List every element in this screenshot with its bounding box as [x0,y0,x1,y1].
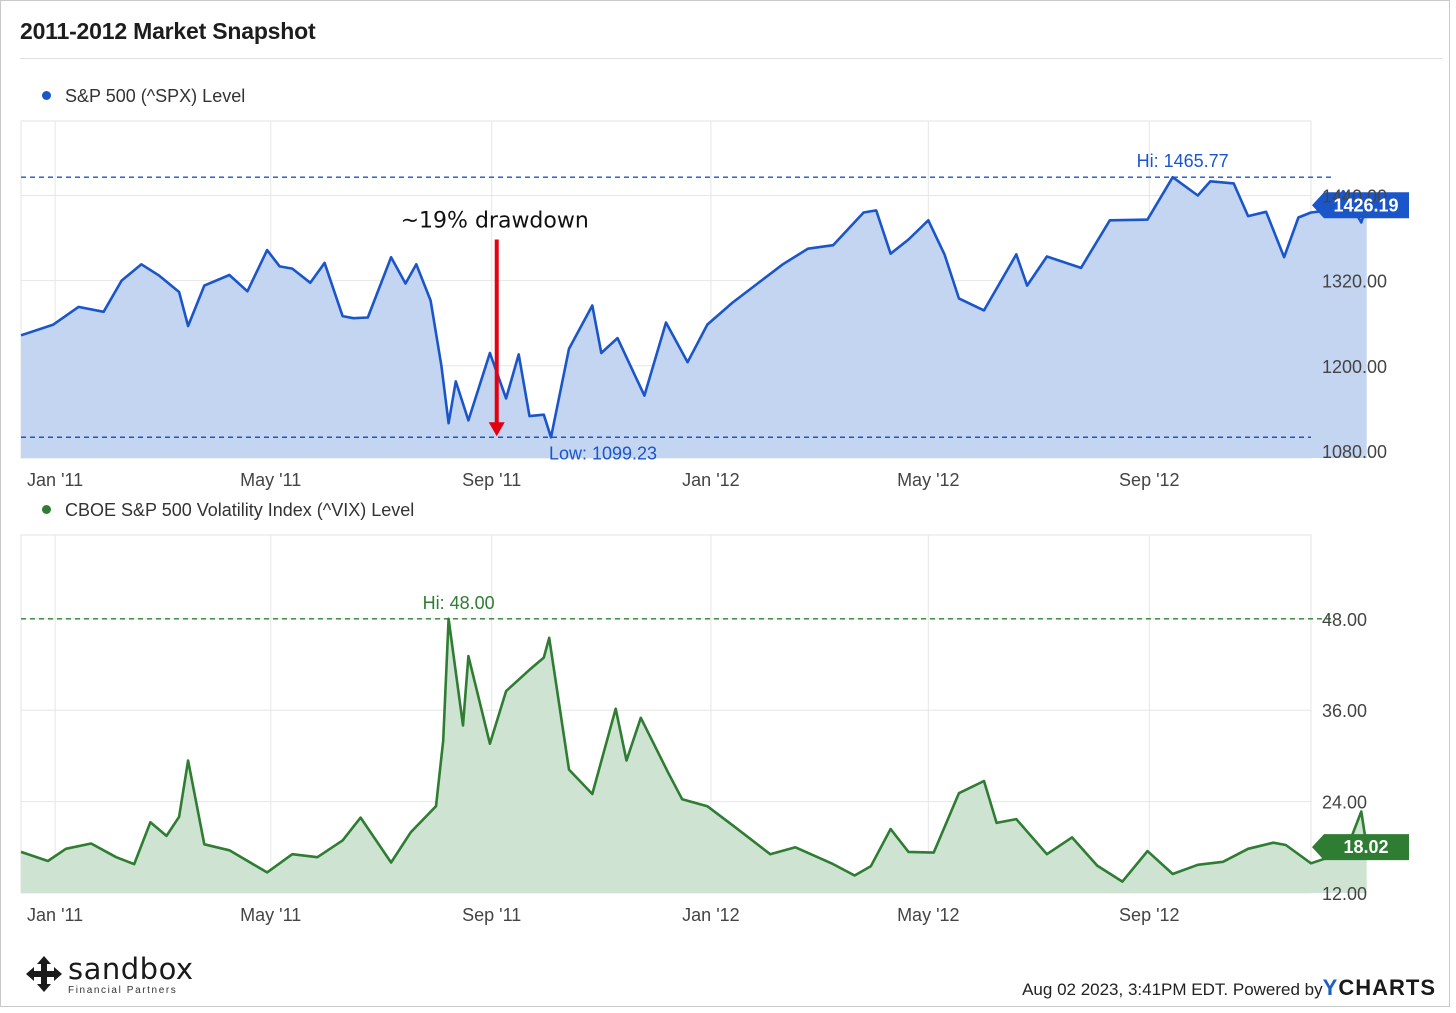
spx-series-line [20,175,1368,439]
ycharts-logo-text: CHARTS [1338,975,1436,1000]
spx-legend-label: S&P 500 (^SPX) Level [65,86,246,106]
vix-last-value-label: 18.02 [1343,837,1388,857]
spx-area-fill [21,177,1367,458]
vix-x-tick-label: Jan '12 [682,905,739,925]
spx-x-tick-label: Jan '12 [682,470,739,490]
four-arrows-cross-icon [26,956,62,992]
vix-x-tick-label: Jan '11 [27,905,83,925]
vix-y-tick-label: 48.00 [1322,610,1367,630]
vix-series-line [20,617,1368,883]
vix-legend-dot-icon [42,504,51,514]
vix-chart [20,534,1409,894]
vix-legend-label: CBOE S&P 500 Volatility Index (^VIX) Lev… [65,500,415,520]
footer-timestamp: Aug 02 2023, 3:41PM EDT. [1022,980,1229,999]
spx-x-tick-label: Sep '12 [1119,470,1180,490]
vix-y-tick-label: 12.00 [1322,884,1367,904]
footer-credit: Aug 02 2023, 3:41PM EDT. Powered byYCHAR… [1022,975,1436,1001]
title-divider [20,58,1442,59]
spx-x-tick-label: Sep '11 [462,470,521,490]
ycharts-logo[interactable]: YCHARTS [1323,975,1436,1000]
spx-y-tick-label: 1200.00 [1322,357,1387,377]
spx-last-value-label: 1426.19 [1333,195,1398,215]
vix-y-tick-label: 36.00 [1322,701,1367,721]
vix-y-tick-label: 24.00 [1322,793,1367,813]
drawdown-arrow-head [488,422,505,437]
spx-last-value-badge [1312,192,1409,219]
vix-area-fill [21,618,1367,893]
brand-tagline: Financial Partners [68,985,178,996]
spx-legend[interactable]: S&P 500 (^SPX) Level [42,86,245,107]
vix-x-tick-label: Sep '12 [1119,905,1180,925]
spx-legend-dot-icon [42,90,51,100]
spx-hi-label: Hi: 1465.77 [1137,151,1229,171]
vix-legend[interactable]: CBOE S&P 500 Volatility Index (^VIX) Lev… [42,500,414,521]
vix-x-tick-label: Sep '11 [462,905,521,925]
drawdown-annotation: ~19% drawdown [401,208,589,233]
spx-x-tick-label: May '11 [240,470,301,490]
page-title: 2011-2012 Market Snapshot [20,18,316,44]
spx-y-tick-label: 1440.00 [1322,186,1387,206]
vix-x-tick-label: May '12 [897,905,959,925]
spx-x-tick-label: May '12 [897,470,959,490]
ycharts-logo-mark: Y [1322,975,1339,1000]
spx-y-tick-label: 1080.00 [1322,442,1387,462]
spx-x-tick-label: Jan '11 [27,470,83,490]
vix-hi-label: Hi: 48.00 [423,593,495,613]
spx-low-label: Low: 1099.23 [549,443,657,463]
spx-chart [20,120,1409,459]
vix-last-value-badge [1312,834,1409,861]
vix-x-tick-label: May '11 [240,905,301,925]
spx-y-tick-label: 1320.00 [1322,272,1387,292]
footer-powered-by: Powered by [1232,980,1323,999]
brand-name: sandbox [68,952,194,986]
